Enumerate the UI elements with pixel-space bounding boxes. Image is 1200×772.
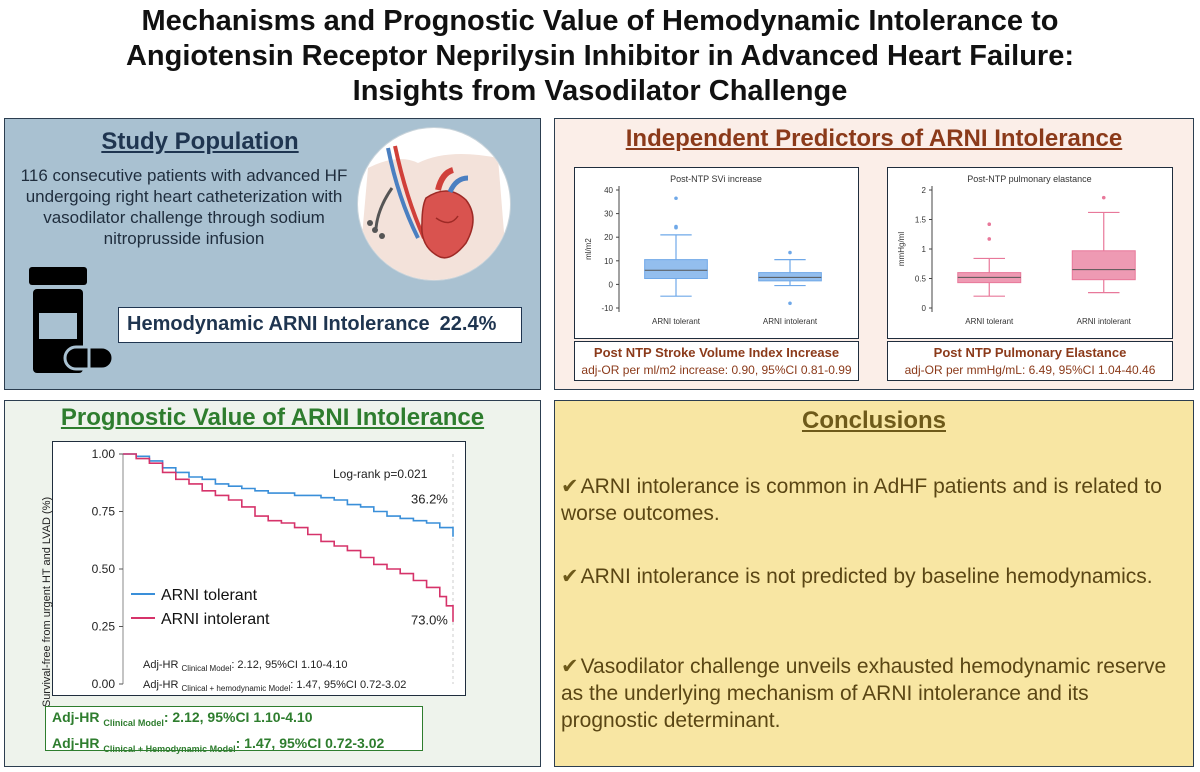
svi-ylabel: ml/m2	[584, 238, 593, 260]
conclusion-text-3: Vasodilator challenge unveils exhausted …	[561, 655, 1167, 732]
adj-hr-1-prefix: Adj-HR	[52, 709, 100, 725]
km-adj-hr-line-2: Adj-HR Clinical + hemodynamic Model: 1.4…	[143, 679, 406, 693]
heart-catheter-icon	[357, 127, 511, 281]
svi-caption-text: adj-OR per ml/m2 increase: 0.90, 95%CI 0…	[581, 363, 852, 377]
elastance-outlier	[987, 237, 992, 241]
svi-outlier	[674, 224, 678, 229]
km-legend-label-1: ARNI tolerant	[161, 587, 258, 604]
pill-bottle-icon	[25, 267, 115, 375]
page-title: Mechanisms and Prognostic Value of Hemod…	[0, 4, 1200, 109]
adj-hr-2-sub: Clinical + Hemodynamic Model	[103, 743, 236, 754]
km-ytick-label: 0.75	[92, 505, 116, 519]
study-description: 116 consecutive patients with advanced H…	[20, 166, 348, 248]
km-ytick-label: 0.25	[92, 620, 116, 634]
prognostic-panel: Prognostic Value of ARNI Intolerance Sur…	[4, 400, 541, 767]
elastance-boxplot-card: Post-NTP pulmonary elastance 0 0.5 1 1.5 2 mmH…	[887, 167, 1173, 339]
km-adj-hr-value: : 2.12, 95%CI 1.10-4.10	[231, 659, 347, 671]
elastance-title: Post-NTP pulmonary elastance	[967, 174, 1091, 184]
adj-hr-line-1: Adj-HR Clinical Model: 2.12, 95%CI 1.10-…	[52, 707, 422, 733]
study-population-panel: Study Population 116 consecutive patient…	[4, 118, 541, 390]
km-adj-hr-sub: Clinical + hemodynamic Model	[182, 684, 291, 693]
km-logrank: Log-rank p=0.021	[333, 467, 428, 481]
elastance-outlier	[1101, 195, 1106, 200]
svi-category-label: ARNI tolerant	[652, 317, 701, 326]
svi-ytick-label: 40	[604, 186, 613, 195]
svi-ytick-label: 30	[604, 210, 613, 219]
elastance-boxplot: Post-NTP pulmonary elastance 0 0.5 1 1.5 2 mmH…	[897, 174, 1136, 326]
svi-caption-heading: Post NTP Stroke Volume Index Increase	[593, 345, 840, 360]
conclusions-title: Conclusions	[801, 407, 946, 434]
km-adj-hr-sub: Clinical Model	[182, 664, 232, 673]
conclusions-panel: Conclusions ✔ARNI intolerance is common …	[554, 400, 1194, 767]
conclusion-item: ✔Vasodilator challenge unveils exhausted…	[561, 653, 1181, 734]
svi-ytick-label: -10	[601, 304, 613, 313]
svi-box	[644, 259, 708, 280]
conclusion-item: ✔ARNI intolerance is not predicted by ba…	[561, 563, 1181, 590]
km-ylabel: Survival-free from urgent HT and LVAD (%…	[41, 496, 53, 708]
svi-ytick-label: 10	[604, 257, 613, 266]
elastance-caption-heading: Post NTP Pulmonary Elastance	[933, 345, 1127, 360]
check-icon: ✔	[561, 565, 579, 588]
svi-outlier	[674, 196, 678, 201]
elastance-category-label: ARNI tolerant	[965, 317, 1014, 326]
adj-hr-2-prefix: Adj-HR	[52, 734, 100, 751]
predictors-panel: Independent Predictors of ARNI Intoleran…	[554, 118, 1194, 390]
conclusion-item: ✔ARNI intolerance is common in AdHF pati…	[561, 473, 1181, 527]
km-end-label-1: 36.2%	[411, 492, 448, 507]
conclusion-text-1: ARNI intolerance is common in AdHF patie…	[561, 475, 1162, 525]
title-line-3: Insights from Vasodilator Challenge	[352, 75, 848, 107]
adj-hr-box: Adj-HR Clinical Model: 2.12, 95%CI 1.10-…	[45, 706, 423, 754]
title-line-1: Mechanisms and Prognostic Value of Hemod…	[141, 5, 1059, 37]
prognostic-title: Prognostic Value of ARNI Intolerance	[60, 404, 485, 431]
svi-category-label: ARNI intolerant	[763, 317, 818, 326]
km-ytick-label: 1.00	[92, 447, 116, 461]
svi-ytick-label: 20	[604, 233, 613, 242]
adj-hr-1-value: : 2.12, 95%CI 1.10-4.10	[163, 709, 313, 725]
check-icon: ✔	[561, 475, 579, 498]
title-line-2: Angiotensin Receptor Neprilysin Inhibito…	[125, 40, 1074, 72]
elastance-ytick-label: 1	[922, 245, 927, 254]
elastance-outlier	[987, 222, 992, 227]
adj-hr-1-sub: Clinical Model	[103, 717, 164, 728]
elastance-category-label: ARNI intolerant	[1077, 317, 1132, 326]
km-end-label-2: 73.0%	[411, 613, 448, 628]
elastance-caption: Post NTP Pulmonary Elastance adj-OR per …	[887, 341, 1173, 381]
km-legend-label-2: ARNI intolerant	[161, 611, 270, 628]
km-adj-hr-prefix: Adj-HR	[143, 679, 182, 691]
check-icon: ✔	[561, 655, 579, 678]
intolerance-label: Hemodynamic ARNI Intolerance	[127, 313, 430, 335]
svi-caption: Post NTP Stroke Volume Index Increase ad…	[574, 341, 859, 381]
elastance-ytick-label: 2	[922, 186, 927, 195]
intolerance-value: 22.4%	[439, 313, 497, 335]
conclusion-text-2: ARNI intolerance is not predicted by bas…	[580, 565, 1153, 588]
svi-boxplot-card: Post-NTP SVi increase -10 0 10 20 30 40 ml/m2 AR…	[574, 167, 859, 339]
adj-hr-2-value: : 1.47, 95%CI 0.72-3.02	[235, 734, 385, 751]
elastance-box	[1071, 250, 1136, 281]
study-population-title: Study Population	[101, 128, 299, 155]
svi-outlier	[788, 250, 792, 255]
elastance-ytick-label: 0.5	[915, 275, 927, 284]
elastance-ylabel: mmHg/ml	[897, 232, 906, 266]
km-ytick-label: 0.50	[92, 562, 116, 576]
km-adj-hr-value: : 1.47, 95%CI 0.72-3.02	[290, 679, 406, 691]
km-ytick-label: 0.00	[92, 677, 116, 691]
intolerance-rate-box: Hemodynamic ARNI Intolerance 22.4%	[118, 307, 522, 343]
elastance-ytick-label: 0	[922, 304, 927, 313]
km-adj-hr-line-1: Adj-HR Clinical Model: 2.12, 95%CI 1.10-…	[143, 659, 348, 673]
km-series-2-line	[123, 453, 454, 622]
svi-outlier	[788, 301, 792, 306]
km-adj-hr-prefix: Adj-HR	[143, 659, 182, 671]
elastance-ytick-label: 1.5	[915, 216, 927, 225]
km-chart: 0.00 0.25 0.50 0.75 1.00 Log-rank p=0.021 36.2…	[92, 447, 454, 693]
svi-title: Post-NTP SVi increase	[670, 174, 762, 184]
svi-box	[758, 272, 822, 282]
predictors-title: Independent Predictors of ARNI Intoleran…	[625, 125, 1123, 152]
elastance-caption-text: adj-OR per mmHg/mL: 6.49, 95%CI 1.04-40.…	[904, 363, 1156, 377]
svi-ytick-label: 0	[609, 280, 614, 289]
km-chart-card: Survival-free from urgent HT and LVAD (%…	[41, 441, 466, 707]
svi-boxplot: Post-NTP SVi increase -10 0 10 20 30 40 ml/m2 AR…	[584, 174, 822, 326]
adj-hr-line-2: Adj-HR Clinical + Hemodynamic Model: 1.4…	[52, 733, 422, 759]
km-ylabel-wrap: Survival-free from urgent HT and LVAD (%…	[41, 497, 53, 707]
